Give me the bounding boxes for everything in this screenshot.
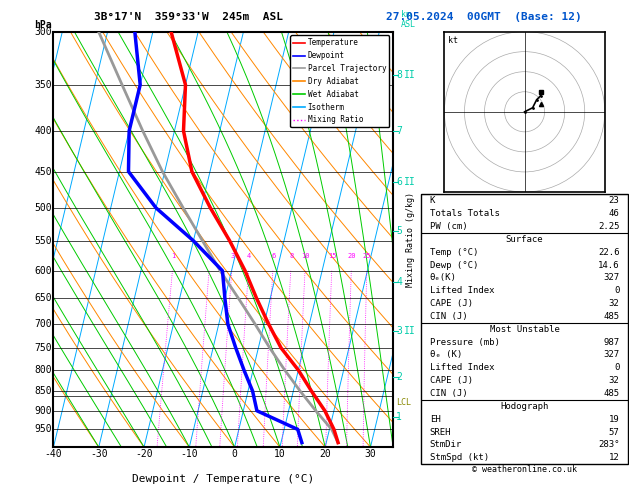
Text: 23: 23 xyxy=(609,196,620,205)
Text: 500: 500 xyxy=(34,203,52,213)
Text: 6: 6 xyxy=(396,177,402,187)
Text: 7: 7 xyxy=(396,126,402,136)
Text: -10: -10 xyxy=(181,449,198,459)
Text: 350: 350 xyxy=(34,80,52,90)
Text: 987: 987 xyxy=(603,338,620,347)
Text: 8: 8 xyxy=(289,253,294,259)
Text: PW (cm): PW (cm) xyxy=(430,222,467,231)
Text: SREH: SREH xyxy=(430,428,451,436)
Text: 0: 0 xyxy=(231,449,238,459)
Text: Hodograph: Hodograph xyxy=(501,402,548,411)
Text: K: K xyxy=(430,196,435,205)
Text: 15: 15 xyxy=(328,253,337,259)
Text: 20: 20 xyxy=(347,253,356,259)
Text: hPa: hPa xyxy=(34,19,52,30)
Text: Lifted Index: Lifted Index xyxy=(430,286,494,295)
Text: CAPE (J): CAPE (J) xyxy=(430,299,472,308)
Text: θₑ (K): θₑ (K) xyxy=(430,350,462,360)
Text: EH: EH xyxy=(430,415,440,424)
Legend: Temperature, Dewpoint, Parcel Trajectory, Dry Adiabat, Wet Adiabat, Isotherm, Mi: Temperature, Dewpoint, Parcel Trajectory… xyxy=(290,35,389,127)
Text: 950: 950 xyxy=(34,424,52,434)
Text: km
ASL: km ASL xyxy=(401,10,416,29)
Text: 283°: 283° xyxy=(598,440,620,450)
Text: 650: 650 xyxy=(34,294,52,303)
Text: 0: 0 xyxy=(614,364,620,372)
Text: 485: 485 xyxy=(603,312,620,321)
Text: Most Unstable: Most Unstable xyxy=(489,325,560,334)
Text: Dewpoint / Temperature (°C): Dewpoint / Temperature (°C) xyxy=(132,474,314,484)
Text: 700: 700 xyxy=(34,319,52,329)
Text: 27.05.2024  00GMT  (Base: 12): 27.05.2024 00GMT (Base: 12) xyxy=(386,12,582,22)
Text: 2.25: 2.25 xyxy=(598,222,620,231)
Text: kt: kt xyxy=(448,35,459,45)
Text: 2: 2 xyxy=(396,371,402,382)
Text: CIN (J): CIN (J) xyxy=(430,389,467,398)
Text: 2: 2 xyxy=(208,253,212,259)
Text: 3B°17'N  359°33'W  245m  ASL: 3B°17'N 359°33'W 245m ASL xyxy=(94,12,283,22)
Text: CIN (J): CIN (J) xyxy=(430,312,467,321)
Text: II: II xyxy=(404,70,416,80)
Text: 4: 4 xyxy=(247,253,252,259)
Text: 0: 0 xyxy=(614,286,620,295)
Text: 900: 900 xyxy=(34,406,52,416)
Text: 327: 327 xyxy=(603,350,620,360)
Text: 10: 10 xyxy=(274,449,286,459)
Text: Temp (°C): Temp (°C) xyxy=(430,248,478,257)
Text: 12: 12 xyxy=(609,453,620,462)
Text: 22.6: 22.6 xyxy=(598,248,620,257)
Text: 5: 5 xyxy=(396,226,402,236)
Text: 32: 32 xyxy=(609,299,620,308)
Text: 850: 850 xyxy=(34,386,52,396)
Text: StmDir: StmDir xyxy=(430,440,462,450)
Text: 8: 8 xyxy=(396,70,402,80)
Text: 3: 3 xyxy=(396,326,402,336)
Text: 1: 1 xyxy=(396,412,402,422)
Text: 800: 800 xyxy=(34,365,52,375)
Text: 10: 10 xyxy=(301,253,310,259)
Text: 600: 600 xyxy=(34,266,52,276)
Text: 327: 327 xyxy=(603,274,620,282)
Text: 3: 3 xyxy=(230,253,235,259)
Text: -40: -40 xyxy=(45,449,62,459)
Text: 400: 400 xyxy=(34,126,52,136)
Text: 19: 19 xyxy=(609,415,620,424)
Text: 4: 4 xyxy=(396,277,402,287)
Text: 20: 20 xyxy=(320,449,331,459)
Text: © weatheronline.co.uk: © weatheronline.co.uk xyxy=(472,465,577,474)
Text: 550: 550 xyxy=(34,236,52,246)
Text: II: II xyxy=(404,177,416,187)
Text: Mixing Ratio (g/kg): Mixing Ratio (g/kg) xyxy=(406,192,415,287)
Text: LCL: LCL xyxy=(396,399,411,407)
Text: 1: 1 xyxy=(171,253,175,259)
Text: Totals Totals: Totals Totals xyxy=(430,209,499,218)
Text: 750: 750 xyxy=(34,343,52,353)
Text: CAPE (J): CAPE (J) xyxy=(430,376,472,385)
Text: 485: 485 xyxy=(603,389,620,398)
Text: 300: 300 xyxy=(34,27,52,36)
Text: Dewp (°C): Dewp (°C) xyxy=(430,260,478,270)
Text: Pressure (mb): Pressure (mb) xyxy=(430,338,499,347)
Text: II: II xyxy=(404,326,416,336)
Text: -30: -30 xyxy=(90,449,108,459)
Text: 30: 30 xyxy=(365,449,376,459)
Text: 25: 25 xyxy=(363,253,371,259)
Text: Surface: Surface xyxy=(506,235,543,244)
Text: StmSpd (kt): StmSpd (kt) xyxy=(430,453,489,462)
Text: Lifted Index: Lifted Index xyxy=(430,364,494,372)
Text: θₑ(K): θₑ(K) xyxy=(430,274,457,282)
Text: 57: 57 xyxy=(609,428,620,436)
Text: 14.6: 14.6 xyxy=(598,260,620,270)
Text: 32: 32 xyxy=(609,376,620,385)
Text: -20: -20 xyxy=(135,449,153,459)
Text: 450: 450 xyxy=(34,167,52,176)
Text: 46: 46 xyxy=(609,209,620,218)
Text: 6: 6 xyxy=(271,253,276,259)
